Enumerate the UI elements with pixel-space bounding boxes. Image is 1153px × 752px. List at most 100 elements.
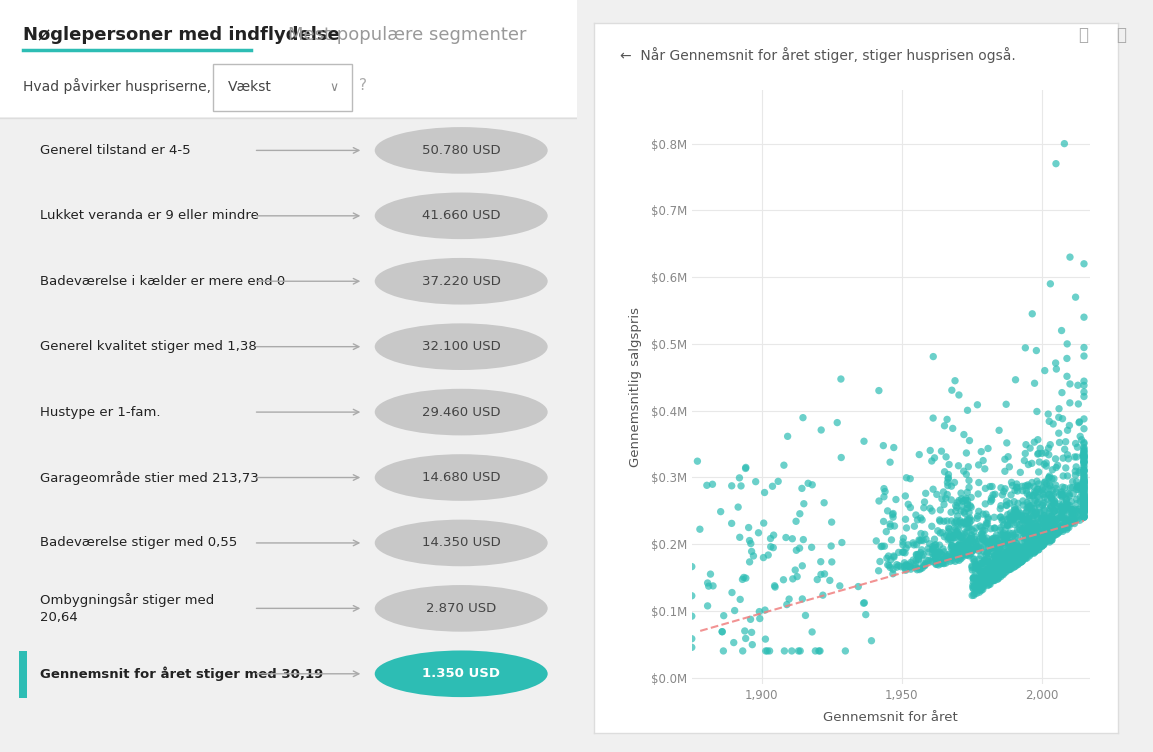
Point <box>932 554 950 566</box>
Point <box>949 523 967 535</box>
Point <box>971 520 989 532</box>
Point <box>933 493 951 505</box>
Point <box>960 548 979 560</box>
Point <box>1019 502 1038 514</box>
Point <box>1075 499 1093 511</box>
Point <box>875 483 894 495</box>
Point <box>935 465 954 478</box>
Point <box>980 562 998 575</box>
Point <box>1013 532 1032 544</box>
Point <box>783 645 801 657</box>
Point <box>1075 499 1093 511</box>
Point <box>1020 501 1039 513</box>
Point <box>1075 500 1093 512</box>
Point <box>998 531 1017 543</box>
Point <box>954 543 972 555</box>
Point <box>1075 511 1093 523</box>
Point <box>1039 524 1057 536</box>
Point <box>1013 544 1032 556</box>
Point <box>1035 491 1054 503</box>
Point <box>963 564 981 576</box>
Point <box>1032 517 1050 529</box>
Point <box>992 561 1010 573</box>
Point <box>959 546 978 558</box>
Text: Ombygningsår stiger med
20,64: Ombygningsår stiger med 20,64 <box>40 593 214 624</box>
Point <box>1075 475 1093 487</box>
Point <box>905 520 924 532</box>
Point <box>1002 537 1020 549</box>
Point <box>1001 560 1019 572</box>
Point <box>1008 548 1026 560</box>
Point <box>981 559 1000 572</box>
Point <box>978 546 996 558</box>
Point <box>1030 530 1048 542</box>
Point <box>734 572 753 584</box>
Point <box>1020 531 1039 543</box>
Point <box>1028 448 1047 460</box>
Point <box>962 502 980 514</box>
Point <box>779 593 798 605</box>
Point <box>1057 521 1076 533</box>
Point <box>1026 537 1045 549</box>
Point <box>956 517 974 529</box>
Point <box>958 521 977 533</box>
Point <box>729 501 747 513</box>
Point <box>951 514 970 526</box>
Point <box>972 572 990 584</box>
Point <box>756 633 775 645</box>
Point <box>1057 504 1076 516</box>
Point <box>945 521 964 533</box>
Point <box>1011 556 1030 568</box>
Point <box>1024 490 1042 502</box>
Point <box>949 459 967 472</box>
Point <box>945 544 964 556</box>
Point <box>979 573 997 585</box>
Point <box>1058 514 1077 526</box>
Point <box>982 542 1001 554</box>
Point <box>952 519 971 531</box>
Point <box>924 350 942 362</box>
Point <box>754 517 773 529</box>
Point <box>1019 533 1038 545</box>
Point <box>952 532 971 544</box>
Point <box>972 446 990 458</box>
Point <box>1070 509 1088 521</box>
Point <box>933 445 951 457</box>
Point <box>970 584 988 596</box>
Point <box>1075 484 1093 496</box>
Point <box>1010 522 1028 534</box>
Point <box>1025 546 1043 558</box>
Point <box>1007 504 1025 516</box>
Text: 50.780 USD: 50.780 USD <box>422 144 500 157</box>
Point <box>1046 520 1064 532</box>
Point <box>989 572 1008 584</box>
Point <box>939 489 957 501</box>
Point <box>1075 503 1093 515</box>
Point <box>1047 363 1065 375</box>
Text: 👎: 👎 <box>1116 26 1126 44</box>
Point <box>1031 527 1049 539</box>
Point <box>723 480 741 492</box>
Point <box>1075 505 1093 517</box>
Point <box>971 566 989 578</box>
Point <box>984 575 1002 587</box>
Point <box>1002 563 1020 575</box>
Point <box>984 572 1002 584</box>
Point <box>988 535 1007 547</box>
Point <box>1023 477 1041 489</box>
Point <box>1002 511 1020 523</box>
Point <box>1003 532 1022 544</box>
Point <box>948 510 966 522</box>
Point <box>1053 508 1071 520</box>
Point <box>906 509 925 521</box>
Point <box>992 557 1010 569</box>
Point <box>990 539 1009 551</box>
Point <box>683 610 701 622</box>
Point <box>962 500 980 512</box>
Point <box>1073 510 1092 522</box>
Point <box>987 572 1005 584</box>
Point <box>1005 546 1024 558</box>
Point <box>1046 522 1064 534</box>
Point <box>924 544 942 556</box>
Point <box>977 549 995 561</box>
